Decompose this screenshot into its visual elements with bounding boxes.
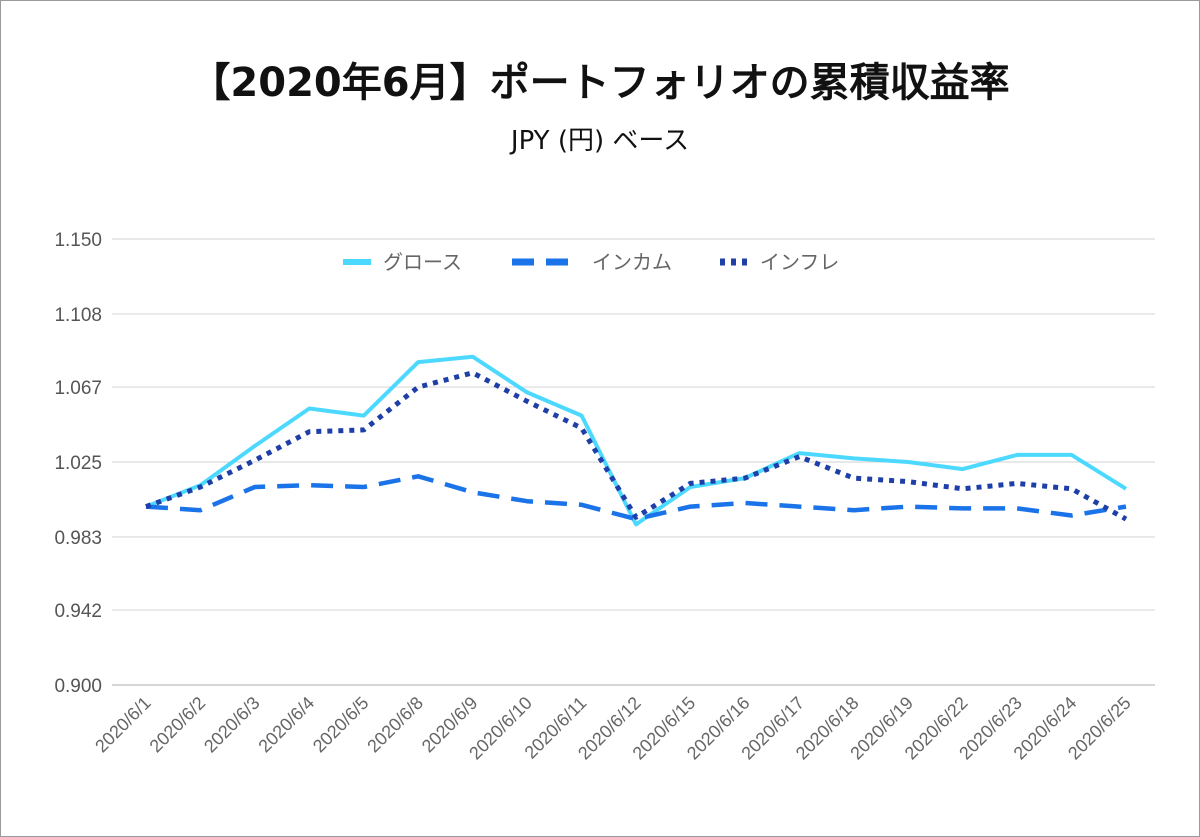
y-tick-label: 0.983 [54,528,102,549]
series-line-2 [145,474,1127,522]
y-tick-label: 1.150 [54,230,102,251]
x-tick-label: 2020/6/5 [309,693,373,757]
x-axis: 2020/6/12020/6/22020/6/32020/6/42020/6/5… [91,693,1135,764]
y-tick-label: 1.108 [54,305,102,326]
y-tick-label: 0.942 [54,601,102,622]
chart-subtitle: JPY (円) ベース [510,126,690,156]
x-tick-label: 2020/6/1 [91,693,155,757]
legend-label: グロース [383,250,462,274]
y-tick-label: 0.900 [54,676,102,697]
x-tick-label: 2020/6/2 [146,693,210,757]
series-line-1 [145,354,1128,527]
series-line-3 [145,370,1128,522]
x-tick-label: 2020/6/3 [200,693,264,757]
x-tick-label: 2020/6/8 [363,693,427,757]
legend: グロース インカム インフレ [343,250,839,274]
gridlines [112,238,1155,686]
legend-label: インフレ [760,250,839,274]
y-axis: 0.900 0.942 0.983 1.025 1.067 1.108 1.150 [54,230,102,697]
chart-title: 【2020年6月】ポートフォリオの累積収益率 [190,60,1010,106]
y-tick-label: 1.067 [54,378,102,399]
x-tick-label: 2020/6/4 [254,693,318,757]
legend-label: インカム [592,250,672,274]
series-lines [145,354,1128,527]
y-tick-label: 1.025 [54,453,102,474]
